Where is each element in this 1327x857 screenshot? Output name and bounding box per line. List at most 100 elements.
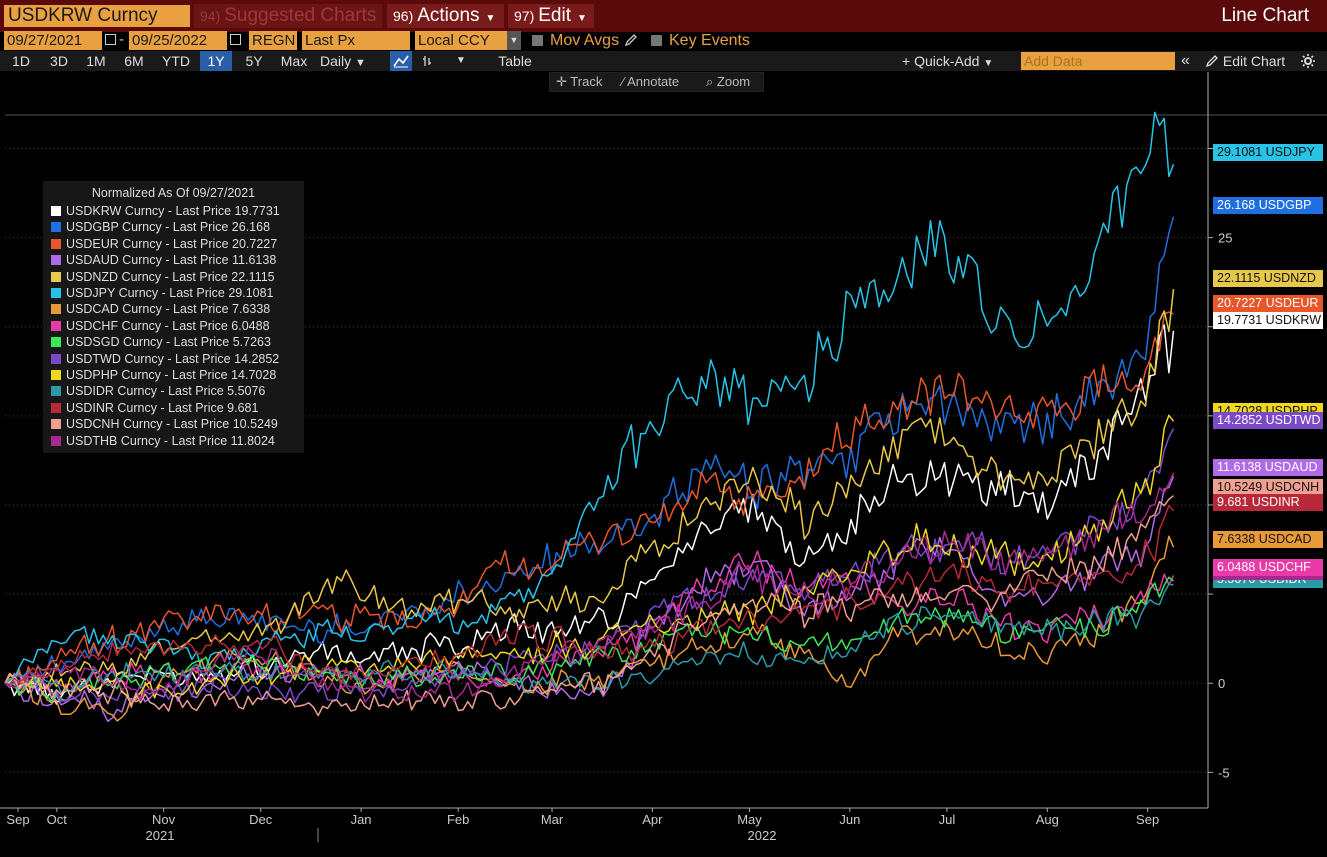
legend-label: USDINR Curncy - Last Price 9.681 xyxy=(66,400,259,415)
legend-entry: USDSGD Curncy - Last Price 5.7263 xyxy=(51,334,271,350)
add-data-input[interactable]: Add Data xyxy=(1021,52,1175,70)
suggested-charts-menu[interactable]: 94) Suggested Charts xyxy=(194,4,382,28)
x-tick-label: Jan xyxy=(351,812,372,827)
menu-label: Edit xyxy=(538,5,571,26)
value-tag-usdtwd: 14.2852 USDTWD xyxy=(1213,412,1323,429)
value-tag-usdeur: 20.7227 USDEUR xyxy=(1213,295,1323,312)
range-1m[interactable]: 1M xyxy=(86,53,106,69)
legend-entry: USDTHB Curncy - Last Price 11.8024 xyxy=(51,433,275,449)
chevron-down-icon: ▼ xyxy=(576,13,587,24)
chart-tools-bar xyxy=(549,72,764,92)
collapse-icon[interactable]: « xyxy=(1181,52,1190,69)
legend-swatch xyxy=(51,288,61,298)
region-field[interactable]: REGN xyxy=(249,31,297,50)
mov-avgs-label[interactable]: Mov Avgs xyxy=(550,31,638,50)
chevron-down-icon: ▼ xyxy=(983,58,994,69)
legend-label: USDEUR Curncy - Last Price 20.7227 xyxy=(66,236,278,251)
series-line-usdthb xyxy=(4,472,1175,703)
key-events-checkbox[interactable] xyxy=(651,35,662,46)
pencil-icon[interactable] xyxy=(624,33,638,47)
legend-label: USDGBP Curncy - Last Price 26.168 xyxy=(66,220,271,235)
series-line-usdsgd xyxy=(4,576,1174,703)
annotate-button[interactable]: ∕ Annotate xyxy=(622,72,698,92)
quick-add-label: + Quick-Add xyxy=(902,53,980,69)
legend-label: USDKRW Curncy - Last Price 19.7731 xyxy=(66,204,280,218)
table-button[interactable]: Table xyxy=(498,53,532,69)
chevron-down-icon: ▼ xyxy=(355,57,366,69)
legend-swatch xyxy=(51,271,61,282)
value-tag-usdinr: 9.681 USDINR xyxy=(1213,494,1323,511)
range-1y[interactable]: 1Y xyxy=(200,51,232,71)
x-tick-label: Aug xyxy=(1036,812,1059,827)
range-bar xyxy=(0,51,1327,71)
ticker-input[interactable]: USDKRW Curncy xyxy=(4,5,190,27)
key-events-label[interactable]: Key Events xyxy=(669,32,750,49)
legend-swatch xyxy=(51,370,61,380)
series-line-usdphp xyxy=(4,414,1175,706)
value-tag-usdgbp: 26.168 USDGBP xyxy=(1213,197,1323,214)
menu-number: 97) xyxy=(514,8,535,24)
legend-label: USDAUD Curncy - Last Price 11.6138 xyxy=(66,253,277,268)
legend-label: USDCNH Curncy - Last Price 10.5249 xyxy=(66,417,278,432)
range-6m[interactable]: 6M xyxy=(124,53,144,69)
gear-icon[interactable] xyxy=(1300,51,1316,71)
legend-title: Normalized As Of 09/27/2021 xyxy=(91,186,256,200)
range-ytd[interactable]: YTD xyxy=(162,53,190,69)
start-date-field[interactable]: 09/27/2021 xyxy=(4,31,102,50)
value-tag-usdcnh: 10.5249 USDCNH xyxy=(1213,479,1323,496)
actions-menu[interactable]: 96) Actions ▼ xyxy=(387,4,504,28)
x-year-label: 2022 xyxy=(748,828,777,843)
pencil-icon xyxy=(1205,55,1218,68)
range-max[interactable]: Max xyxy=(280,53,308,69)
calendar-icon[interactable] xyxy=(105,34,116,45)
frequency-select[interactable]: Daily ▼ xyxy=(320,51,380,71)
legend-label: USDSGD Curncy - Last Price 5.7263 xyxy=(66,335,271,350)
x-tick-label: Dec xyxy=(249,812,273,827)
series-line-usdchf xyxy=(4,550,1175,693)
track-label: Track xyxy=(570,74,603,89)
legend-swatch xyxy=(51,238,61,249)
quick-add-button[interactable]: + Quick-Add ▼ xyxy=(902,51,1012,71)
legend-entry: USDCNH Curncy - Last Price 10.5249 xyxy=(51,416,278,432)
x-year-label: 2021 xyxy=(146,828,175,843)
legend-label: USDJPY Curncy - Last Price 29.1081 xyxy=(66,286,274,300)
edit-chart-label: Edit Chart xyxy=(1222,53,1286,69)
track-button[interactable]: ✛ Track xyxy=(556,72,612,92)
bar-chart-icon[interactable] xyxy=(418,51,440,71)
x-tick-label: Oct xyxy=(47,812,68,827)
calendar-icon[interactable] xyxy=(230,34,241,45)
range-5y[interactable]: 5Y xyxy=(245,53,263,69)
series-line-usdaud xyxy=(4,476,1175,723)
series-line-usdinr xyxy=(4,504,1175,689)
frequency-label: Daily xyxy=(320,53,352,69)
range-1d[interactable]: 1D xyxy=(12,53,30,69)
legend-entry: USDCHF Curncy - Last Price 6.0488 xyxy=(51,318,270,334)
end-date-field[interactable]: 09/25/2022 xyxy=(129,31,227,50)
legend-swatch xyxy=(51,320,61,331)
x-tick-label: Mar xyxy=(541,812,564,827)
mov-avgs-checkbox[interactable] xyxy=(532,35,543,46)
value-tag-usdnzd: 22.1115 USDNZD xyxy=(1213,270,1323,287)
mov-avgs-text: Mov Avgs xyxy=(550,32,620,49)
series-line-usdtwd xyxy=(4,428,1175,704)
legend-swatch xyxy=(51,206,61,216)
legend-entry: USDPHP Curncy - Last Price 14.7028 xyxy=(51,367,276,383)
currency-select[interactable]: Local CCY xyxy=(415,31,507,50)
value-tag-usdjpy: 29.1081 USDJPY xyxy=(1213,144,1323,161)
menu-number: 94) xyxy=(200,8,221,24)
annotate-label: Annotate xyxy=(627,74,680,89)
chevron-down-icon[interactable]: ▼ xyxy=(507,31,521,50)
range-3d[interactable]: 3D xyxy=(50,53,68,69)
legend-swatch xyxy=(51,402,61,413)
chevron-down-icon[interactable]: ▼ xyxy=(456,55,466,66)
edit-chart-button[interactable]: Edit Chart xyxy=(1205,51,1297,71)
magnifier-icon: ⌕ xyxy=(706,74,714,89)
zoom-button[interactable]: ⌕ Zoom xyxy=(706,72,762,92)
x-tick-label: Apr xyxy=(642,812,663,827)
legend-entry: USDNZD Curncy - Last Price 22.1115 xyxy=(51,269,275,285)
price-field-select[interactable]: Last Px xyxy=(302,31,410,50)
edit-menu[interactable]: 97) Edit ▼ xyxy=(508,4,594,28)
legend-label: USDPHP Curncy - Last Price 14.7028 xyxy=(66,368,277,382)
line-chart-icon[interactable] xyxy=(390,51,412,71)
legend-swatch xyxy=(51,419,61,430)
